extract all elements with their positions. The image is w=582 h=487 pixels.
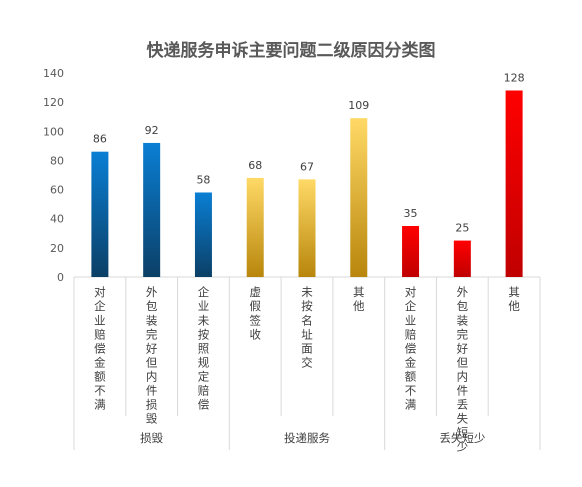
- data-label: 109: [348, 99, 369, 112]
- data-label: 58: [196, 173, 210, 186]
- category-label: 未按名址面交: [301, 285, 313, 369]
- bar: [505, 90, 523, 277]
- y-tick-label: 80: [50, 154, 64, 167]
- data-label: 86: [93, 133, 107, 146]
- category-label: 外包装完好但内件丢失短少: [457, 285, 469, 453]
- category-label: 对企业赔偿金额不满: [94, 285, 106, 411]
- y-tick-label: 120: [43, 96, 64, 109]
- y-tick-label: 60: [50, 184, 64, 197]
- category-label: 虚假签收: [249, 285, 261, 341]
- bar: [91, 151, 109, 277]
- data-label: 67: [300, 160, 314, 173]
- y-tick-label: 0: [57, 271, 64, 284]
- bar: [402, 226, 420, 277]
- bar: [194, 192, 212, 277]
- category-label: 对企业赔偿金额不满: [405, 285, 417, 411]
- group-label: 损毁: [140, 431, 163, 445]
- data-label: 92: [145, 124, 159, 137]
- chart-title: 快递服务申诉主要问题二级原因分类图: [147, 40, 436, 61]
- category-label: 其他: [353, 285, 365, 313]
- data-label: 35: [404, 207, 418, 220]
- bar: [453, 240, 471, 277]
- category-label: 其他: [508, 285, 520, 313]
- category-label: 企业未按照规定赔偿: [198, 285, 210, 411]
- group-label: 投递服务: [284, 431, 330, 445]
- bar: [350, 118, 368, 278]
- bar: [246, 177, 264, 277]
- category-label: 外包装完好但内件损毁: [146, 285, 158, 425]
- data-label: 25: [455, 222, 469, 235]
- y-tick-label: 40: [50, 213, 64, 226]
- bars-layer: [91, 90, 523, 278]
- y-tick-label: 20: [50, 242, 64, 255]
- bar: [143, 142, 161, 277]
- data-label: 68: [248, 159, 262, 172]
- bar: [298, 179, 316, 277]
- y-tick-label: 140: [43, 67, 64, 80]
- y-tick-label: 100: [43, 125, 64, 138]
- group-label: 丢失短少: [439, 431, 485, 445]
- data-label: 128: [504, 71, 525, 84]
